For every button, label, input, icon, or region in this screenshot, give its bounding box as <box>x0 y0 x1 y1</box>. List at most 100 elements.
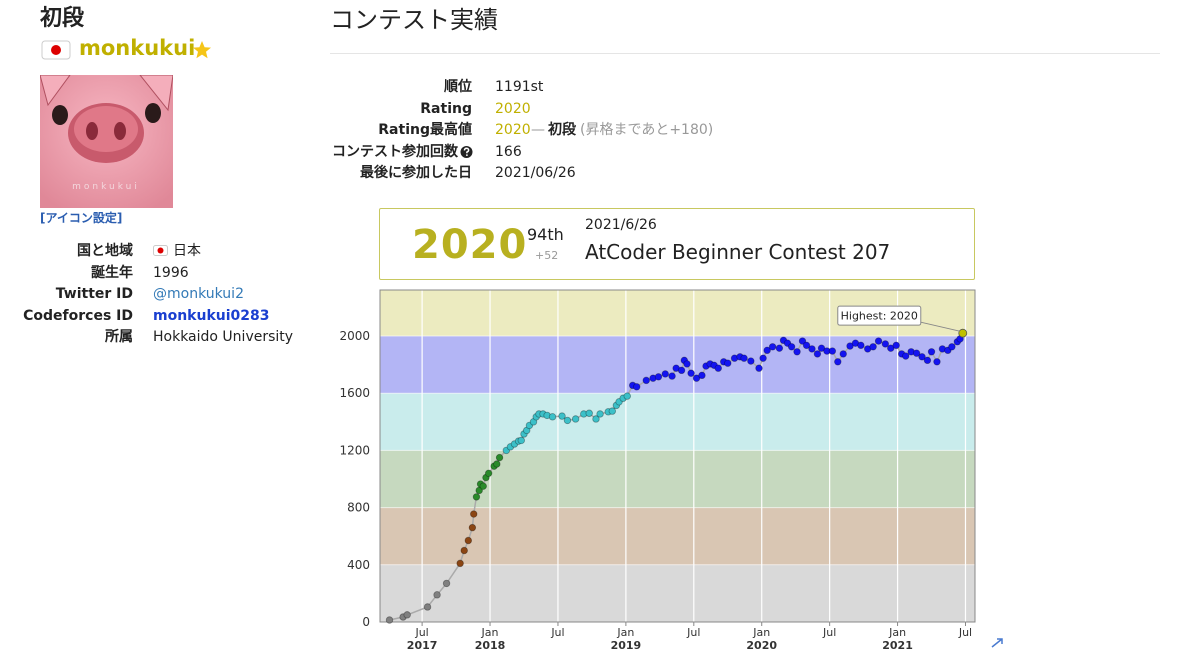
rating-point <box>642 376 650 385</box>
x-year-label: 2021 <box>882 639 913 652</box>
section-heading: コンテスト実績 <box>330 6 498 34</box>
x-year-label: 2017 <box>407 639 438 652</box>
y-tick-label: 2000 <box>339 329 370 343</box>
rating-band <box>380 564 975 622</box>
rating-point <box>927 348 936 356</box>
card-place: 94th <box>527 225 564 244</box>
annotation-text: Highest: 2020 <box>841 310 918 323</box>
stat-rank: 初段 <box>548 122 576 138</box>
annotation-box <box>837 305 922 326</box>
rating-point <box>661 370 669 378</box>
y-tick-label: 1600 <box>339 386 370 400</box>
rating-point <box>846 342 854 350</box>
rating-point <box>475 486 483 495</box>
stat-value: 2021/06/26 <box>495 165 576 181</box>
field-label: 所属 <box>105 329 133 346</box>
flag-icon <box>41 40 71 60</box>
rating-point <box>472 493 481 501</box>
rating-point <box>495 453 504 462</box>
rating-point <box>793 348 801 356</box>
avatar[interactable]: monkukui <box>40 75 173 208</box>
avatar-text: monkukui <box>72 182 140 192</box>
rating-band <box>380 450 975 508</box>
x-tick-label: Jan <box>481 626 499 639</box>
field-value: 日本 <box>173 243 201 259</box>
rank-title: 初段 <box>40 6 85 31</box>
rating-point <box>692 374 701 382</box>
rating-point <box>802 341 811 350</box>
rating-point <box>423 603 432 611</box>
help-icon[interactable] <box>460 145 473 159</box>
divider <box>330 53 1160 54</box>
rating-point <box>933 358 941 366</box>
stat-label: 最後に参加した日 <box>360 165 472 181</box>
card-contest-name[interactable]: AtCoder Beginner Contest 207 <box>585 240 891 264</box>
rating-point <box>902 352 910 360</box>
rating-point <box>484 469 493 478</box>
rating-point <box>755 364 763 372</box>
rating-point <box>623 392 631 400</box>
x-tick-label: Jul <box>550 626 564 639</box>
rating-point <box>468 523 477 532</box>
rating-point <box>912 349 921 357</box>
field-value: Hokkaido University <box>153 329 294 346</box>
x-year-label: 2020 <box>746 639 777 652</box>
rating-point <box>460 546 468 555</box>
stat-label: コンテスト参加回数 <box>332 143 458 160</box>
x-tick-label: Jan <box>888 626 906 639</box>
rating-point <box>592 415 600 423</box>
rating-point <box>817 344 826 352</box>
annotation-pointer <box>920 321 960 332</box>
rating-point <box>548 413 557 421</box>
rating-point <box>633 383 641 391</box>
y-tick-label: 0 <box>362 615 370 629</box>
rating-point <box>874 337 883 345</box>
y-tick-label: 400 <box>347 558 370 572</box>
rating-point <box>887 344 895 352</box>
rating-point <box>759 354 767 362</box>
star-icon <box>193 41 211 59</box>
rating-point <box>747 357 755 365</box>
rating-point <box>571 415 580 423</box>
rating-point <box>714 364 722 372</box>
field-link[interactable]: @monkukui2 <box>153 286 244 303</box>
rating-point <box>828 347 837 355</box>
field-label: 誕生年 <box>91 264 133 281</box>
x-tick-label: Jan <box>752 626 770 639</box>
rating-point <box>724 359 732 367</box>
field-link[interactable]: monkukui0283 <box>153 307 270 324</box>
rating-point <box>857 341 865 350</box>
rating-point <box>687 369 695 377</box>
rating-point <box>839 350 847 358</box>
expand-icon <box>991 638 1003 648</box>
rating-point <box>385 616 394 624</box>
rating-point <box>808 345 816 353</box>
rating-point <box>470 510 478 518</box>
field-label: Codeforces ID <box>23 307 133 324</box>
stat-value: 2020 <box>495 122 531 138</box>
stat-label: Rating <box>420 100 472 117</box>
rating-point <box>608 407 616 415</box>
rating-band <box>380 507 975 565</box>
rating-point <box>918 353 926 361</box>
card-diff: +52 <box>535 249 559 262</box>
rating-point <box>798 337 807 345</box>
rating-point <box>775 344 784 352</box>
rating-point <box>403 611 411 619</box>
rating-point <box>948 343 956 351</box>
x-tick-label: Jul <box>822 626 836 639</box>
stat-value: 2020 <box>495 100 531 117</box>
rating-band <box>380 393 975 451</box>
rating-point <box>558 412 566 420</box>
username[interactable]: monkukui <box>79 36 196 60</box>
icon-setting-link[interactable]: [アイコン設定] <box>40 211 123 225</box>
rating-point <box>881 340 890 348</box>
stat-value: 166 <box>495 143 522 160</box>
field-value: 1996 <box>153 264 189 281</box>
rating-point <box>763 346 771 355</box>
rating-point <box>892 341 900 350</box>
y-tick-label: 800 <box>347 501 370 515</box>
rating-point <box>834 358 842 366</box>
